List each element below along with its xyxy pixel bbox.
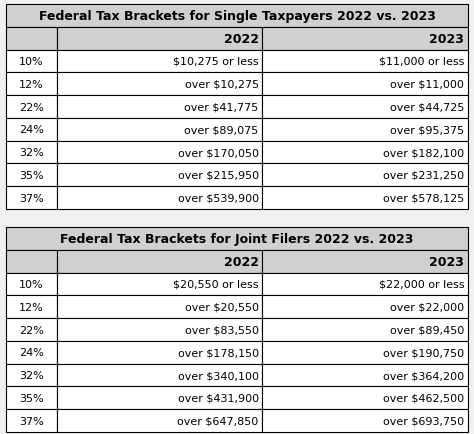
Text: 12%: 12%	[19, 302, 44, 312]
Bar	[263, 273, 468, 296]
Text: 37%: 37%	[19, 193, 44, 203]
Bar	[57, 96, 263, 118]
Bar	[263, 118, 468, 141]
Bar	[6, 164, 57, 187]
Bar	[6, 5, 468, 28]
Text: 35%: 35%	[19, 393, 44, 403]
Bar	[263, 296, 468, 319]
Bar	[6, 227, 468, 250]
Text: 2023: 2023	[429, 33, 465, 46]
Text: over $22,000: over $22,000	[390, 302, 465, 312]
Bar	[6, 28, 57, 50]
Text: over $89,075: over $89,075	[184, 125, 259, 135]
Text: 2022: 2022	[224, 33, 259, 46]
Bar	[263, 164, 468, 187]
Bar	[57, 250, 263, 273]
Bar	[57, 319, 263, 341]
Text: over $462,500: over $462,500	[383, 393, 465, 403]
Bar	[263, 409, 468, 432]
Text: 35%: 35%	[19, 171, 44, 181]
Bar	[6, 387, 57, 409]
Text: over $431,900: over $431,900	[178, 393, 259, 403]
Text: 32%: 32%	[19, 148, 44, 158]
Bar	[6, 187, 57, 210]
Bar	[57, 296, 263, 319]
Bar	[263, 73, 468, 96]
Bar	[263, 141, 468, 164]
Bar	[263, 187, 468, 210]
Bar	[6, 296, 57, 319]
Text: over $364,200: over $364,200	[383, 370, 465, 380]
Text: over $95,375: over $95,375	[390, 125, 465, 135]
Bar	[263, 250, 468, 273]
Bar	[263, 28, 468, 50]
Bar	[6, 364, 57, 387]
Text: over $182,100: over $182,100	[383, 148, 465, 158]
Bar	[263, 341, 468, 364]
Text: over $10,275: over $10,275	[184, 79, 259, 89]
Text: $11,000 or less: $11,000 or less	[379, 57, 465, 67]
Text: Federal Tax Brackets for Single Taxpayers 2022 vs. 2023: Federal Tax Brackets for Single Taxpayer…	[38, 10, 436, 23]
Bar	[263, 319, 468, 341]
Text: 2023: 2023	[429, 255, 465, 268]
Text: over $83,550: over $83,550	[185, 325, 259, 335]
Text: over $231,250: over $231,250	[383, 171, 465, 181]
Bar	[263, 387, 468, 409]
Text: Federal Tax Brackets for Joint Filers 2022 vs. 2023: Federal Tax Brackets for Joint Filers 20…	[60, 232, 414, 245]
Bar	[6, 409, 57, 432]
Text: 12%: 12%	[19, 79, 44, 89]
Bar	[57, 118, 263, 141]
Bar	[263, 50, 468, 73]
Bar	[57, 164, 263, 187]
Text: over $190,750: over $190,750	[383, 348, 465, 358]
Bar	[57, 409, 263, 432]
Bar	[57, 141, 263, 164]
Text: 24%: 24%	[19, 125, 44, 135]
Text: 2022: 2022	[224, 255, 259, 268]
Text: 10%: 10%	[19, 57, 44, 67]
Text: $10,275 or less: $10,275 or less	[173, 57, 259, 67]
Text: over $693,750: over $693,750	[383, 416, 465, 426]
Bar	[263, 364, 468, 387]
Text: 10%: 10%	[19, 279, 44, 289]
Bar	[57, 341, 263, 364]
Text: over $178,150: over $178,150	[178, 348, 259, 358]
Text: over $539,900: over $539,900	[178, 193, 259, 203]
Bar	[6, 50, 57, 73]
Text: 22%: 22%	[19, 325, 44, 335]
Text: 24%: 24%	[19, 348, 44, 358]
Bar	[6, 141, 57, 164]
Text: over $11,000: over $11,000	[391, 79, 465, 89]
Bar	[6, 250, 57, 273]
Text: over $578,125: over $578,125	[383, 193, 465, 203]
Bar	[57, 187, 263, 210]
Bar	[57, 273, 263, 296]
Bar	[6, 118, 57, 141]
Bar	[57, 50, 263, 73]
Bar	[6, 319, 57, 341]
Bar	[6, 96, 57, 118]
Text: over $170,050: over $170,050	[178, 148, 259, 158]
Text: 37%: 37%	[19, 416, 44, 426]
Text: over $20,550: over $20,550	[185, 302, 259, 312]
Text: over $215,950: over $215,950	[178, 171, 259, 181]
Text: 32%: 32%	[19, 370, 44, 380]
Text: over $647,850: over $647,850	[177, 416, 259, 426]
Bar	[6, 273, 57, 296]
Bar	[6, 73, 57, 96]
Text: $20,550 or less: $20,550 or less	[173, 279, 259, 289]
Text: $22,000 or less: $22,000 or less	[379, 279, 465, 289]
Text: over $89,450: over $89,450	[390, 325, 465, 335]
Bar	[57, 73, 263, 96]
Text: 22%: 22%	[19, 102, 44, 112]
Bar	[57, 28, 263, 50]
Text: over $340,100: over $340,100	[178, 370, 259, 380]
Bar	[263, 96, 468, 118]
Bar	[57, 387, 263, 409]
Bar	[57, 364, 263, 387]
Bar	[6, 341, 57, 364]
Text: over $44,725: over $44,725	[390, 102, 465, 112]
Text: over $41,775: over $41,775	[184, 102, 259, 112]
